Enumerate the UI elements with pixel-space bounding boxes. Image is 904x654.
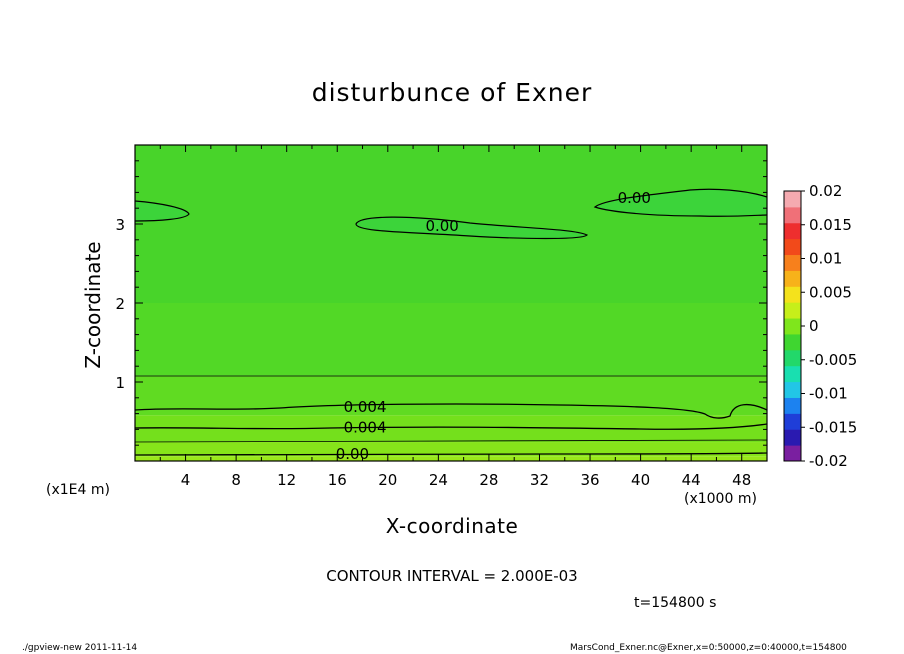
contour-band-0 — [135, 456, 767, 461]
x-tick-label: 28 — [479, 471, 498, 489]
x-tick-label: 40 — [631, 471, 650, 489]
colorbar-swatch — [784, 270, 801, 287]
footer-right: MarsCond_Exner.nc@Exner,x=0:50000,z=0:40… — [570, 643, 847, 653]
contour-line-thin-lower — [135, 439, 767, 443]
colorbar-tick-label: 0.01 — [809, 250, 842, 268]
colorbar-swatch — [784, 333, 801, 351]
x-axis: 4 8 12 16 20 24 28 32 36 40 44 48 — [159, 145, 751, 489]
colorbar-swatch — [784, 349, 801, 367]
colorbar-swatch — [784, 302, 801, 319]
x-tick-label: 12 — [277, 471, 296, 489]
contour-lines — [135, 188, 767, 456]
colorbar-tick-label: -0.01 — [809, 385, 848, 403]
colorbar-swatch — [784, 222, 801, 240]
z-axis-label: Z-coordinate — [81, 241, 105, 368]
x-tick-label: 20 — [378, 471, 397, 489]
contour-line-0.00-bottom — [135, 452, 767, 456]
z-unit-label: (x1E4 m) — [46, 482, 110, 498]
colorbar-tick-label: 0.015 — [809, 216, 852, 234]
colorbar-swatch — [784, 254, 801, 271]
colorbar-swatch — [784, 365, 801, 383]
contour-band-1 — [135, 442, 767, 457]
colorbar-swatch — [784, 238, 801, 256]
contour-line-0.00-right — [593, 188, 767, 217]
time-stamp: t=154800 s — [634, 595, 717, 611]
footer-left: ./gpview-new 2011-11-14 — [22, 643, 138, 653]
colorbar-swatch — [784, 286, 801, 303]
y-tick-label: 2 — [115, 295, 125, 313]
x-tick-label: 36 — [580, 471, 599, 489]
contour-band-4 — [135, 303, 767, 376]
colorbar-tick-label: 0.005 — [809, 283, 852, 301]
x-tick-label: 44 — [682, 471, 701, 489]
x-axis-label: X-coordinate — [385, 514, 519, 538]
contour-line-0.004-upper — [135, 403, 767, 419]
y-tick-label: 3 — [115, 216, 125, 234]
colorbar-swatch — [784, 191, 801, 208]
colorbar-swatch — [784, 445, 801, 462]
colorbar-tick-label: -0.02 — [809, 452, 848, 470]
contour-label: 0.004 — [344, 398, 387, 416]
contour-line-0.00-left — [135, 200, 190, 222]
y-axis: 1 2 3 — [115, 160, 767, 446]
contour-interval: CONTOUR INTERVAL = 2.000E-03 — [326, 567, 578, 585]
x-tick-label: 48 — [732, 471, 751, 489]
x-tick-label: 4 — [181, 471, 191, 489]
colorbar-swatch — [784, 381, 801, 398]
contour-line-0.004-lower — [135, 423, 767, 430]
x-tick-label: 24 — [429, 471, 448, 489]
colorbar-swatch — [784, 413, 801, 430]
colorbar-swatch — [784, 429, 801, 446]
contour-label: 0.00 — [425, 217, 458, 235]
colorbar-tick-label: -0.005 — [809, 351, 857, 369]
contour-labels: 0.00 0.00 0.004 0.004 0.00 — [336, 189, 651, 463]
x-tick-label: 16 — [328, 471, 347, 489]
colorbar-tick-label: 0 — [809, 317, 819, 335]
colorbar-swatch — [784, 206, 801, 224]
colorbar-swatch — [784, 397, 801, 414]
colorbar-swatch — [784, 318, 801, 335]
colorbar-tick-label: 0.02 — [809, 182, 842, 200]
y-tick-label: 1 — [115, 374, 125, 392]
contour-label: 0.004 — [344, 418, 387, 436]
x-tick-label: 8 — [231, 471, 241, 489]
x-unit-label: (x1000 m) — [684, 491, 757, 507]
chart-title: disturbunce of Exner — [311, 78, 593, 107]
colorbar-tick-label: -0.015 — [809, 418, 857, 436]
contour-label: 0.00 — [618, 189, 651, 207]
contour-label: 0.00 — [336, 445, 369, 463]
x-tick-label: 32 — [530, 471, 549, 489]
contour-line-0.00-middle — [355, 216, 589, 240]
colorbar: 0.02 0.015 0.01 0.005 0 -0.005 -0.01 -0.015 -0.0… — [783, 182, 857, 470]
